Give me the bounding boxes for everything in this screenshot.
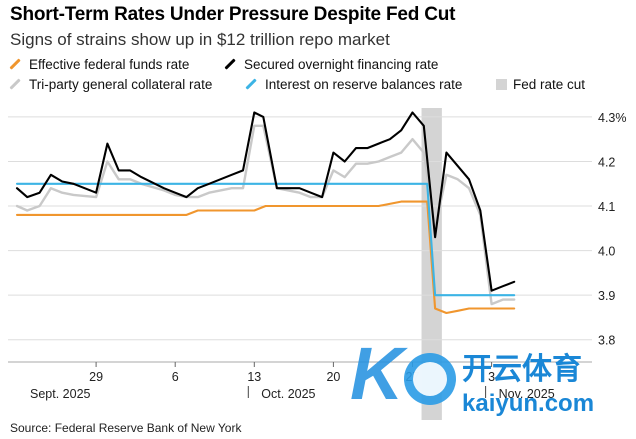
x-tick-label: 20 bbox=[326, 370, 340, 384]
legend-label-cut: Fed rate cut bbox=[513, 77, 586, 92]
legend-label-sofr: Secured overnight financing rate bbox=[244, 57, 439, 72]
x-tick-label: 13 bbox=[247, 370, 261, 384]
legend-label-tgcr: Tri-party general collateral rate bbox=[29, 77, 213, 92]
legend-item-effr: Effective federal funds rate bbox=[9, 57, 190, 72]
series-line-effr bbox=[15, 200, 516, 315]
watermark-k-letter: K bbox=[350, 335, 408, 415]
chart-subtitle: Signs of strains show up in $12 trillion… bbox=[10, 30, 390, 49]
legend-label-iorb: Interest on reserve balances rate bbox=[265, 77, 463, 92]
x-month-label: Sept. 2025 bbox=[30, 387, 91, 401]
x-tick-label: 3 bbox=[488, 370, 495, 384]
legend: Effective federal funds rate Secured ove… bbox=[9, 57, 630, 97]
watermark-graphic: K 开云体育 kaiyun.com bbox=[350, 332, 594, 417]
series-line-iorb bbox=[15, 182, 516, 297]
legend-swatch-cut bbox=[496, 79, 507, 90]
y-tick-label: 4.3% bbox=[598, 111, 627, 125]
x-tick-label: 29 bbox=[89, 370, 103, 384]
y-tick-label: 4.0 bbox=[598, 245, 615, 259]
source-note: Source: Federal Reserve Bank of New York bbox=[10, 421, 242, 435]
series-line-sofr bbox=[15, 111, 516, 292]
watermark-logo: K 开云体育 kaiyun.com bbox=[350, 332, 620, 422]
chart-title: Short-Term Rates Under Pressure Despite … bbox=[10, 4, 456, 25]
x-tick-label: 6 bbox=[172, 370, 179, 384]
watermark-cn-text: 开云体育 bbox=[462, 352, 582, 387]
y-tick-label: 4.2 bbox=[598, 155, 615, 169]
legend-item-tgcr: Tri-party general collateral rate bbox=[9, 77, 213, 92]
watermark-latin-text: kaiyun.com bbox=[462, 390, 594, 417]
legend-item-sofr: Secured overnight financing rate bbox=[224, 57, 439, 72]
y-tick-label: 4.1 bbox=[598, 200, 615, 214]
legend-item-iorb: Interest on reserve balances rate bbox=[245, 77, 463, 92]
y-tick-label: 3.9 bbox=[598, 289, 615, 303]
x-month-label: Oct. 2025 bbox=[261, 387, 315, 401]
legend-label-effr: Effective federal funds rate bbox=[29, 57, 190, 72]
y-tick-label: 3.8 bbox=[598, 334, 615, 348]
legend-item-cut: Fed rate cut bbox=[496, 77, 585, 92]
x-month-label: Nov. 2025 bbox=[499, 387, 555, 401]
